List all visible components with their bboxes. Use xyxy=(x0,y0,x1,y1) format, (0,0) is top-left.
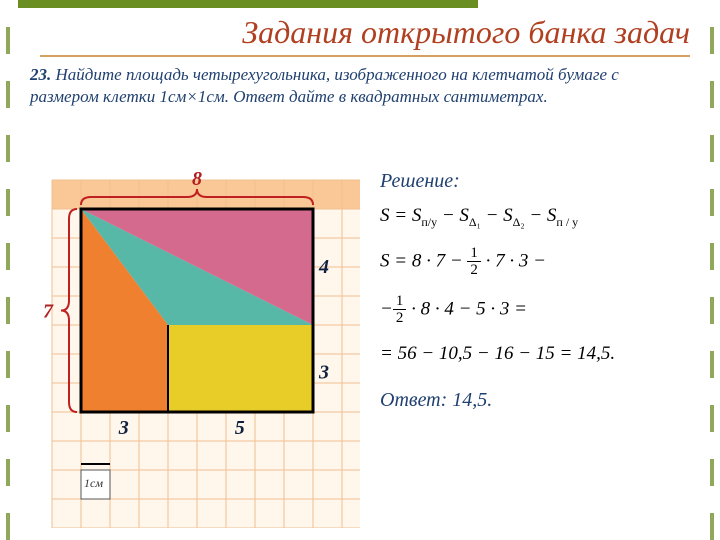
problem-text: 23. Найдите площадь четырехугольника, из… xyxy=(30,64,690,108)
svg-text:5: 5 xyxy=(235,417,245,439)
problem-body: Найдите площадь четырехугольника, изобра… xyxy=(30,65,619,106)
decorative-border-right xyxy=(710,0,714,540)
formula-line-1: S = Sп/у − SΔ₁ − SΔ₂ − Sп / у xyxy=(380,205,690,230)
svg-text:1см: 1см xyxy=(84,476,103,490)
svg-text:8: 8 xyxy=(192,168,202,190)
svg-text:4: 4 xyxy=(318,256,329,278)
solution-column: Решение: S = Sп/у − SΔ₁ − SΔ₂ − Sп / у S… xyxy=(380,170,690,412)
svg-text:3: 3 xyxy=(118,417,129,439)
formula-line-3: −12 · 8 · 4 − 5 · 3 = xyxy=(380,294,690,327)
answer-label: Ответ: xyxy=(380,389,447,411)
decorative-border-left xyxy=(6,0,10,540)
formula-line-2: S = 8 · 7 − 12 · 7 · 3 − xyxy=(380,246,690,279)
svg-text:3: 3 xyxy=(318,361,329,383)
solution-label: Решение: xyxy=(380,170,690,193)
formula-line-4: = 56 − 10,5 − 16 − 15 = 14,5. xyxy=(380,343,690,365)
svg-text:7: 7 xyxy=(43,301,54,323)
problem-number: 23. xyxy=(30,65,51,84)
grid-svg: 8 7 4 3 3 5 1см xyxy=(30,158,360,528)
answer-value: 14,5. xyxy=(452,389,492,411)
answer: Ответ: 14,5. xyxy=(380,389,690,412)
grid-figure: 8 7 4 3 3 5 1см xyxy=(30,158,360,518)
page-title: Задания открытого банка задач xyxy=(40,14,690,57)
decorative-accent-top xyxy=(18,0,478,8)
